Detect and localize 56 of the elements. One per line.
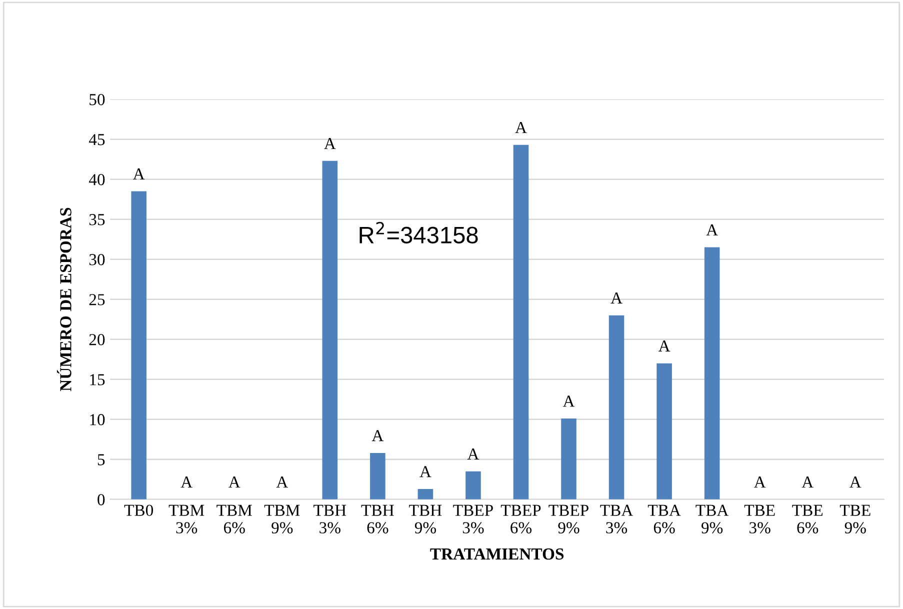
x-tick-label: TBE 6% bbox=[792, 504, 823, 534]
y-tick-label: 40 bbox=[88, 174, 105, 186]
y-tick-label: 25 bbox=[89, 294, 105, 306]
data-label: A bbox=[610, 292, 622, 304]
x-tick-label: TBM 3% bbox=[168, 504, 204, 534]
x-tick-label: TBE 9% bbox=[840, 504, 870, 534]
data-label: A bbox=[180, 476, 192, 488]
x-tick-label: TBEP 6% bbox=[500, 504, 541, 534]
data-label: A bbox=[324, 138, 336, 149]
x-tick-label: TBM 6% bbox=[216, 504, 252, 534]
data-label: A bbox=[658, 340, 670, 352]
x-tick-label: TBA 6% bbox=[648, 504, 681, 534]
x-tick-label: TBEP 9% bbox=[548, 504, 588, 534]
y-tick-label: 30 bbox=[89, 254, 105, 266]
x-tick-label: TBH 3% bbox=[314, 504, 346, 534]
x-tick-label: TBA 3% bbox=[600, 504, 634, 534]
x-tick-label: TBH 9% bbox=[409, 504, 442, 534]
data-label: A bbox=[754, 476, 766, 488]
bar bbox=[370, 452, 386, 500]
bar bbox=[656, 363, 672, 500]
bar bbox=[322, 160, 338, 500]
y-tick-label: 35 bbox=[89, 214, 105, 226]
data-label: A bbox=[372, 430, 384, 442]
bar bbox=[704, 247, 720, 500]
data-label: A bbox=[802, 476, 814, 488]
data-label: A bbox=[420, 466, 432, 478]
bar bbox=[131, 191, 146, 500]
x-tick-label: TBE 3% bbox=[744, 504, 775, 534]
y-tick-label: 50 bbox=[90, 94, 105, 106]
data-label: A bbox=[850, 476, 862, 488]
x-tick-label: TBH 6% bbox=[361, 504, 394, 534]
x-tick-label: TBEP 3% bbox=[453, 504, 493, 534]
data-label: A bbox=[562, 396, 575, 407]
y-tick-label: 45 bbox=[88, 134, 105, 146]
y-tick-label: 20 bbox=[89, 334, 105, 346]
bar bbox=[418, 488, 434, 500]
bar bbox=[513, 144, 529, 500]
x-tick-label: TBM 9% bbox=[264, 504, 300, 534]
x-axis-title: TRATAMIENTOS bbox=[430, 548, 564, 560]
y-tick-label: 0 bbox=[98, 494, 105, 506]
data-label: A bbox=[515, 122, 527, 133]
bar bbox=[561, 418, 576, 500]
y-tick-label: 5 bbox=[98, 454, 105, 466]
x-tick-label: TB0 bbox=[124, 504, 154, 516]
x-tick-label: TBA 9% bbox=[696, 504, 729, 534]
data-label: A bbox=[132, 168, 145, 180]
data-label: A bbox=[467, 448, 480, 460]
bar bbox=[608, 315, 624, 500]
y-axis-title: NÚMERO DE ESPORAS bbox=[56, 208, 72, 392]
bar bbox=[466, 471, 481, 500]
y-tick-label: 10 bbox=[90, 414, 105, 426]
y-tick-label: 15 bbox=[90, 374, 105, 386]
data-label: A bbox=[706, 224, 718, 236]
data-label: A bbox=[228, 476, 240, 488]
data-label: A bbox=[276, 476, 288, 488]
annotation: R$^{2}$=343158 bbox=[360, 222, 478, 244]
